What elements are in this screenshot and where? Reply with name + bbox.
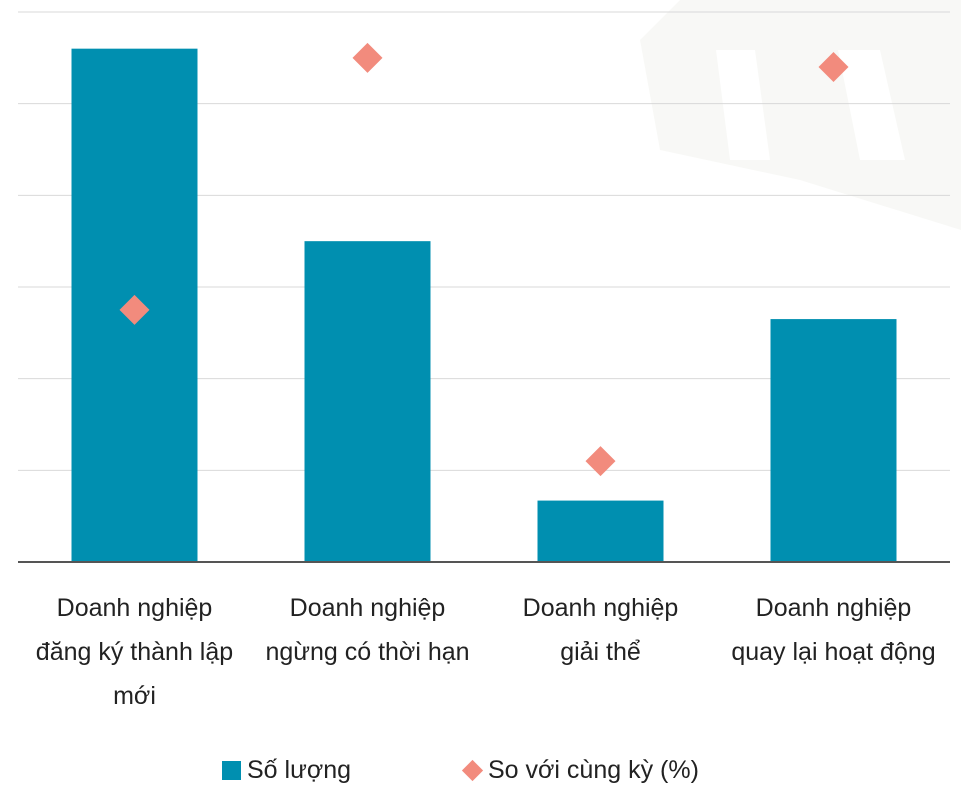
x-tick-label: đăng ký thành lập (36, 638, 233, 666)
bar (304, 241, 431, 562)
diamond-marker (818, 52, 849, 82)
legend-diamond-icon (461, 759, 484, 781)
legend-item-bar: Số lượng (222, 750, 351, 790)
combo-chart: Doanh nghiệp đăng ký thành lập mới Doanh ng… (18, 0, 961, 710)
bar (537, 500, 664, 562)
watermark-logo (640, 0, 961, 230)
diamond-marker (119, 294, 150, 325)
x-tick-label: ngừng có thời hạn (265, 638, 469, 666)
x-tick-label: Doanh nghiệp (290, 594, 446, 622)
x-tick-label: mới (113, 682, 156, 710)
x-tick-label: Doanh nghiệp (57, 594, 213, 622)
markers-group (119, 42, 849, 477)
legend-label-marker: So với cùng kỳ (%) (488, 756, 699, 784)
x-tick-label: quay lại hoạt động (731, 638, 935, 666)
diamond-marker (585, 446, 616, 477)
x-axis-labels: Doanh nghiệp đăng ký thành lập mới Doanh ng… (36, 594, 936, 710)
x-tick-label: Doanh nghiệp (756, 594, 912, 622)
legend-label-bar: Số lượng (247, 756, 352, 784)
legend: Số lượng So với cùng kỳ (%) (0, 750, 961, 790)
x-tick-label: giải thể (560, 638, 641, 666)
legend-item-marker: So với cùng kỳ (%) (461, 750, 699, 790)
legend-square-icon (222, 760, 241, 780)
diamond-marker (352, 42, 383, 73)
bar (770, 319, 897, 562)
x-tick-label: Doanh nghiệp (523, 594, 679, 622)
bars-group (71, 48, 897, 562)
